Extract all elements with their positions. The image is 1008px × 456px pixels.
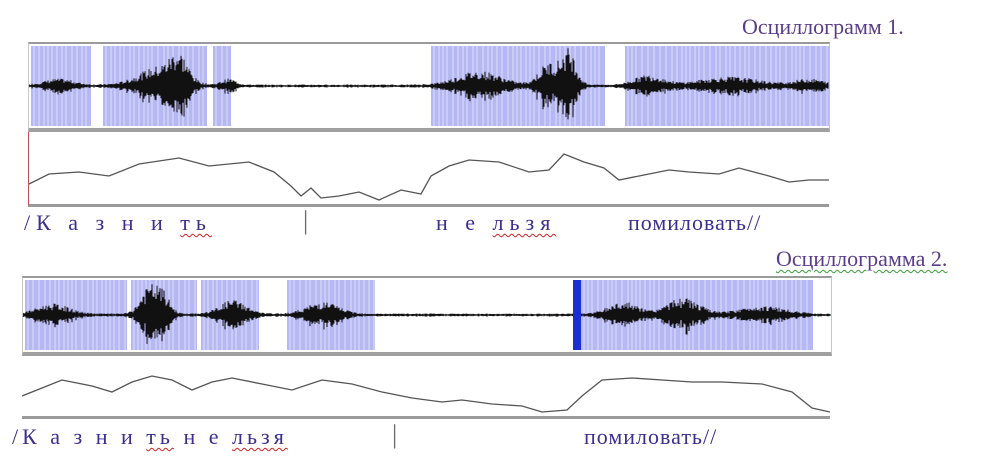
oscillogram-1-waveform: [28, 42, 830, 132]
envelope-2-svg: [22, 375, 830, 413]
oscillogram-1-title: Осциллограмм 1.: [742, 14, 904, 39]
oscillogram-2-title: Осциллограмма 2.: [776, 246, 948, 271]
syllable-lzya-2: льзя: [232, 424, 288, 449]
waveform-trace: [29, 48, 829, 120]
syllable-lzya: льзя: [492, 210, 557, 235]
waveform-trace: [23, 284, 831, 344]
playback-cursor: [573, 280, 581, 350]
syllable-ne: н е: [436, 210, 493, 235]
waveform-1-svg: [29, 46, 829, 126]
transcription-1-part-1: /К а з н и ть: [24, 210, 212, 236]
syllable-kazni: /К а з н и: [24, 210, 181, 235]
transcription-1-part-3: помиловать//: [628, 210, 762, 235]
pause-separator-2: |: [392, 420, 398, 449]
pause-separator-1: |: [303, 206, 309, 235]
oscillogram-2-waveform: [22, 276, 832, 356]
intensity-envelope: [22, 375, 830, 413]
intensity-envelope: [29, 153, 829, 201]
transcription-1-part-2: н е льзя: [436, 210, 556, 236]
envelope-1-svg: [29, 153, 829, 201]
transcription-2-part-2: помиловать//: [584, 424, 718, 449]
waveform-2-svg: [23, 280, 831, 350]
oscillogram-2-envelope: [22, 358, 830, 419]
syllable-t: ть: [180, 210, 212, 235]
syllable-ne-2: н е: [173, 424, 232, 449]
syllable-t-2: ть: [146, 424, 174, 449]
syllable-kazni-2: /К а з н и: [12, 424, 147, 449]
transcription-2-part-1: /К а з н и ть н е льзя: [12, 424, 288, 450]
oscillogram-1-envelope: [28, 132, 829, 207]
